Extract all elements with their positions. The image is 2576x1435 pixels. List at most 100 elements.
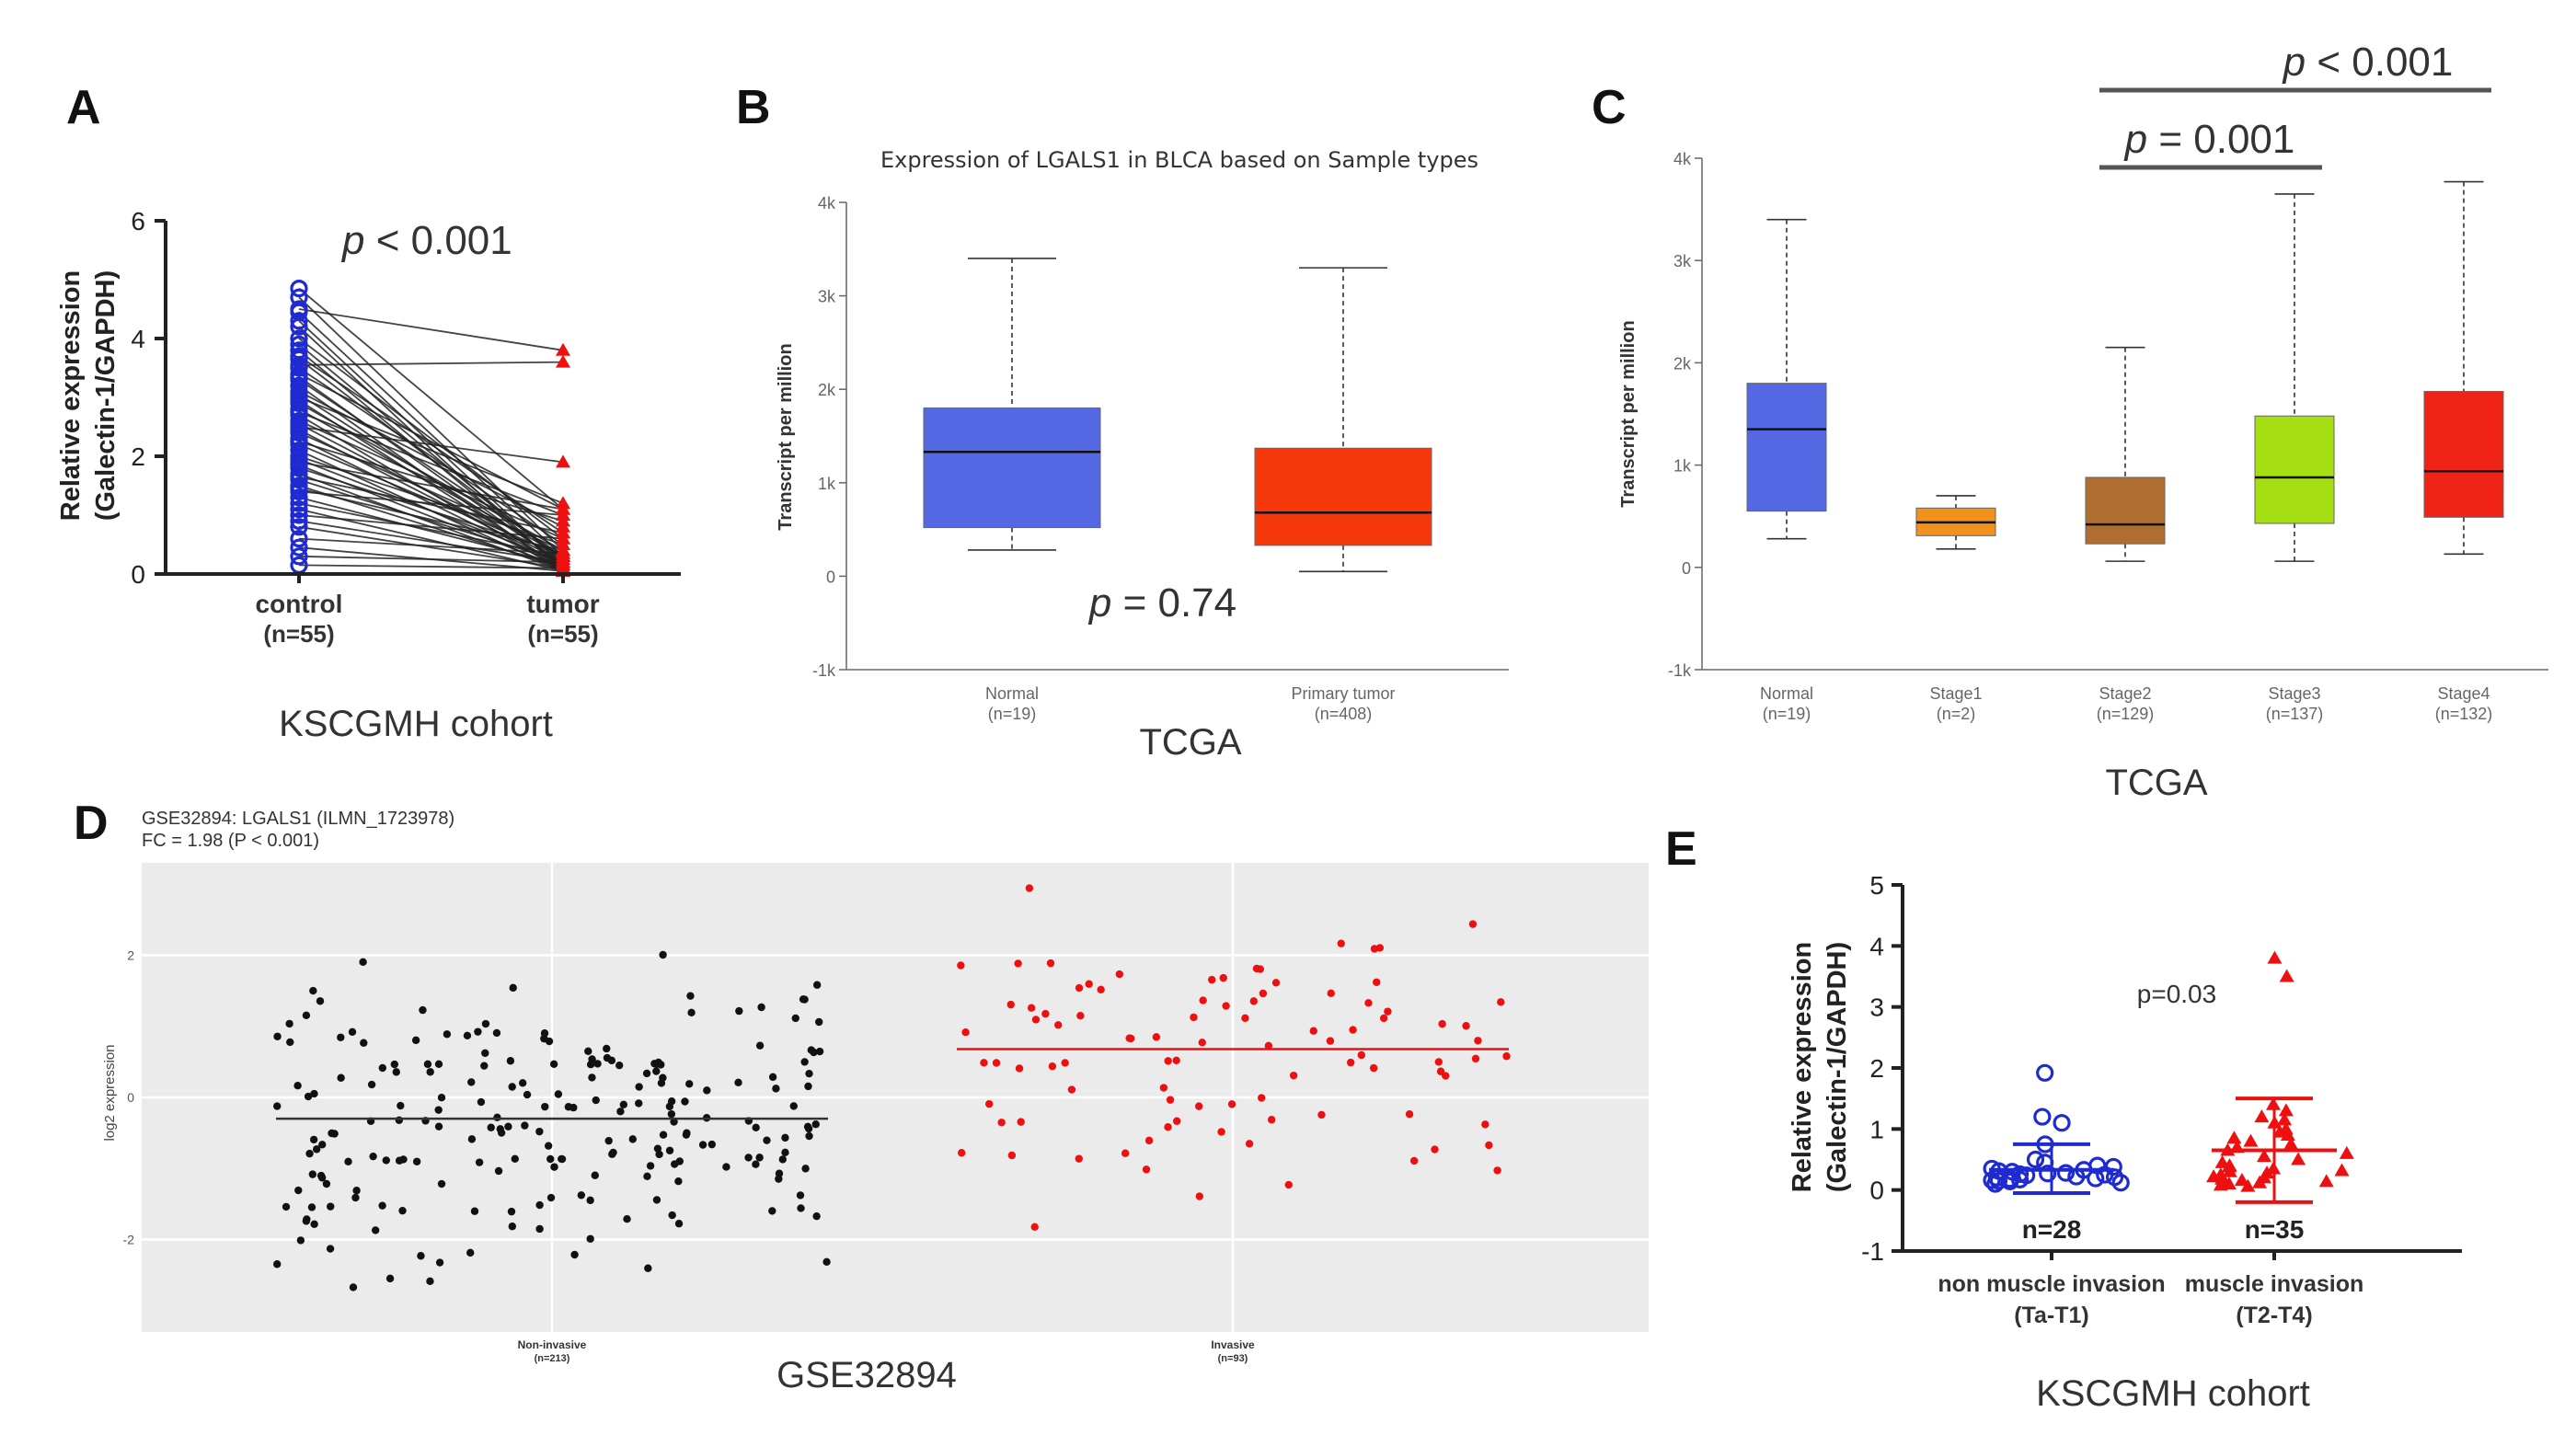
panel-d-noninvasive-point bbox=[735, 1006, 743, 1016]
panel-d-plot: -2 0 2 Non-invasive (n=213) Invasive (n=93) bbox=[123, 863, 1649, 1364]
panel-d-noninvasive-point bbox=[411, 1036, 420, 1045]
panel-d-noninvasive-point bbox=[434, 1106, 443, 1114]
panel-a-pair-line bbox=[298, 419, 564, 540]
panel-d-noninvasive-point bbox=[655, 1150, 663, 1159]
panel-d-invasive-point bbox=[1431, 1145, 1439, 1154]
panel-d-invasive-point bbox=[1405, 1110, 1414, 1119]
panel-d-noninvasive-point bbox=[293, 1082, 302, 1090]
panel-e-letter: E bbox=[1665, 822, 1697, 876]
panel-a-pair-line bbox=[298, 555, 564, 564]
panel-e-ytick-label: 4 bbox=[1869, 932, 1884, 960]
panel-d-noninvasive-point bbox=[570, 1250, 579, 1259]
panel-d-noninvasive-point bbox=[665, 1146, 674, 1154]
panel-a-control-point bbox=[290, 494, 308, 512]
panel-a-control-point bbox=[290, 312, 308, 330]
panel-d-noninvasive-point bbox=[778, 1155, 788, 1164]
panel-d-invasive-point bbox=[1061, 1059, 1069, 1067]
panel-d-noninvasive-point bbox=[768, 1073, 777, 1082]
panel-d-invasive-point bbox=[1337, 939, 1345, 947]
panel-c-xtick-n: (n=132) bbox=[2435, 705, 2493, 723]
panel-b-ytick-label: 2k bbox=[818, 381, 836, 399]
panel-d-invasive-point bbox=[1379, 1014, 1388, 1023]
panel-d-noninvasive-point bbox=[609, 1148, 617, 1157]
panel-d-noninvasive-point bbox=[282, 1202, 291, 1211]
panel-a-control-point bbox=[290, 329, 308, 348]
panel-d-invasive-point bbox=[1485, 1141, 1493, 1150]
panel-c-box bbox=[2254, 415, 2335, 524]
panel-d-noninvasive-point bbox=[508, 1223, 517, 1231]
panel-a-pair-line bbox=[298, 361, 564, 366]
panel-b-xtick-n: (n=408) bbox=[1315, 705, 1373, 723]
panel-a-control-point bbox=[290, 511, 308, 531]
panel-d-noninvasive-point bbox=[312, 1145, 321, 1154]
panel-c-bracket-pvalue-p: p bbox=[2282, 40, 2306, 85]
panel-e-invasion-point bbox=[2279, 969, 2294, 982]
panel-d-noninvasive-point bbox=[781, 1133, 789, 1142]
panel-a-tumor-point bbox=[556, 342, 570, 356]
panel-a-pair-line bbox=[298, 287, 564, 511]
panel-d-noninvasive-point bbox=[359, 958, 367, 967]
panel-d-ytick-label: 0 bbox=[127, 1090, 134, 1105]
panel-d-noninvasive-point bbox=[463, 1031, 472, 1039]
panel-d-noninvasive-point bbox=[285, 1019, 293, 1028]
panel-d-noninvasive-point bbox=[417, 1252, 425, 1260]
panel-d-noninvasive-point bbox=[604, 1136, 613, 1145]
panel-b-pvalue-value: = 0.74 bbox=[1111, 580, 1236, 626]
panel-e-plot: -1 0 1 2 3 4 5 non muscle invasion (Ta-T1) n=28 mu… bbox=[1861, 871, 2462, 1328]
panel-d-noninvasive-point bbox=[652, 1196, 661, 1204]
panel-a-ytick-label: 4 bbox=[131, 325, 145, 353]
panel-d-noninvasive-point bbox=[273, 1260, 282, 1269]
panel-a-pair-line bbox=[298, 441, 564, 522]
panel-c-xtick-n: (n=19) bbox=[1763, 705, 1811, 723]
panel-d-noninvasive-point bbox=[757, 1003, 765, 1012]
panel-d-noninvasive-point bbox=[477, 1097, 486, 1107]
panel-d-noninvasive-point bbox=[310, 1089, 318, 1098]
panel-d-invasive-point bbox=[1046, 959, 1055, 968]
panel-d-noninvasive-point bbox=[815, 1017, 823, 1027]
panel-d-noninvasive-point bbox=[423, 1060, 432, 1069]
panel-a-control-point bbox=[290, 459, 308, 477]
panel-d-noninvasive-point bbox=[642, 1069, 651, 1078]
panel-a-control-point bbox=[290, 538, 308, 557]
panel-e-invasion-point bbox=[2283, 1136, 2299, 1150]
panel-d-title-2: FC = 1.98 (P < 0.001) bbox=[142, 831, 319, 851]
panel-d-noninvasive-point bbox=[781, 1148, 789, 1157]
panel-d-noninvasive-point bbox=[344, 1157, 352, 1166]
panel-e-non-invasion-point bbox=[1983, 1171, 2001, 1189]
panel-d-invasive-point bbox=[1030, 1223, 1039, 1232]
panel-a-control-point bbox=[290, 317, 308, 336]
panel-e-non-invasion-point bbox=[1989, 1172, 2008, 1190]
panel-d-noninvasive-point bbox=[286, 1038, 294, 1047]
panel-a-control-point bbox=[290, 518, 308, 536]
panel-c-box bbox=[1746, 383, 1827, 512]
panel-d-noninvasive-point bbox=[799, 995, 808, 1004]
panel-d-invasive-point bbox=[1249, 997, 1258, 1005]
panel-d-noninvasive-point bbox=[635, 1083, 643, 1091]
panel-a-category-tumor: tumor bbox=[526, 590, 599, 618]
panel-a-control-point bbox=[290, 280, 308, 298]
panel-d-noninvasive-point bbox=[554, 1090, 563, 1098]
panel-e-xtick-label: non muscle invasion bbox=[1938, 1271, 2165, 1297]
panel-d-invasive-point bbox=[1075, 983, 1084, 993]
panel-e-non-invasion-point bbox=[2026, 1150, 2045, 1169]
panel-a-pair-line bbox=[298, 396, 564, 505]
panel-e: E Relative expression (Galectin-1/GAPDH)… bbox=[1665, 822, 2462, 1414]
panel-d-noninvasive-point bbox=[752, 1160, 760, 1168]
panel-e-invasion-point bbox=[2234, 1173, 2249, 1187]
panel-b-title: Expression of LGALS1 in BLCA based on Sa… bbox=[880, 147, 1478, 173]
panel-d-invasive-point bbox=[1166, 1096, 1175, 1104]
panel-e-invasion-point bbox=[2278, 1103, 2294, 1117]
panel-a-tumor-point bbox=[556, 545, 570, 559]
panel-a-pair-line bbox=[298, 502, 564, 557]
panel-d-noninvasive-point bbox=[337, 1073, 345, 1082]
panel-d-noninvasive-point bbox=[435, 1258, 444, 1267]
panel-b: B Expression of LGALS1 in BLCA based on … bbox=[736, 81, 1509, 763]
panel-a-control-point bbox=[290, 482, 308, 501]
panel-d-noninvasive-point bbox=[670, 1118, 678, 1126]
panel-d-invasive-point bbox=[1075, 1154, 1083, 1163]
panel-d-noninvasive-point bbox=[352, 1187, 361, 1195]
panel-d-invasive-point bbox=[1245, 1140, 1254, 1148]
panel-d-xtick-label: Non-invasive bbox=[518, 1338, 587, 1351]
panel-d-invasive-point bbox=[1085, 980, 1093, 988]
panel-d-noninvasive-point bbox=[681, 1097, 689, 1106]
